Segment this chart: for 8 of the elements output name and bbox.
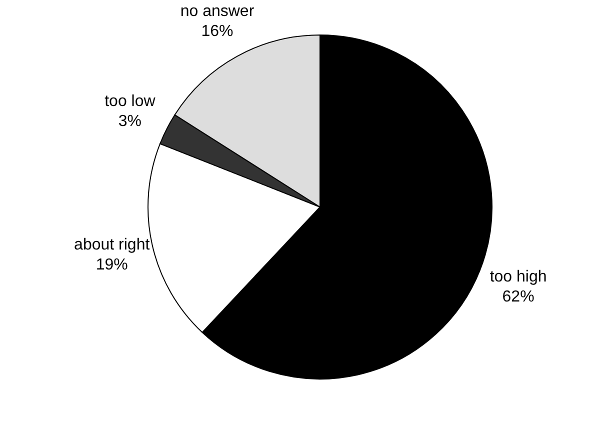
- data-label: 19%: [96, 256, 128, 274]
- slice-label: too high: [490, 268, 547, 286]
- data-label: 16%: [201, 23, 234, 40]
- data-label: 3%: [118, 113, 142, 130]
- slice-label: about right: [74, 236, 150, 254]
- slice-label: too low: [104, 93, 156, 110]
- slice-label: no answer: [180, 3, 255, 20]
- data-label: 62%: [502, 288, 534, 306]
